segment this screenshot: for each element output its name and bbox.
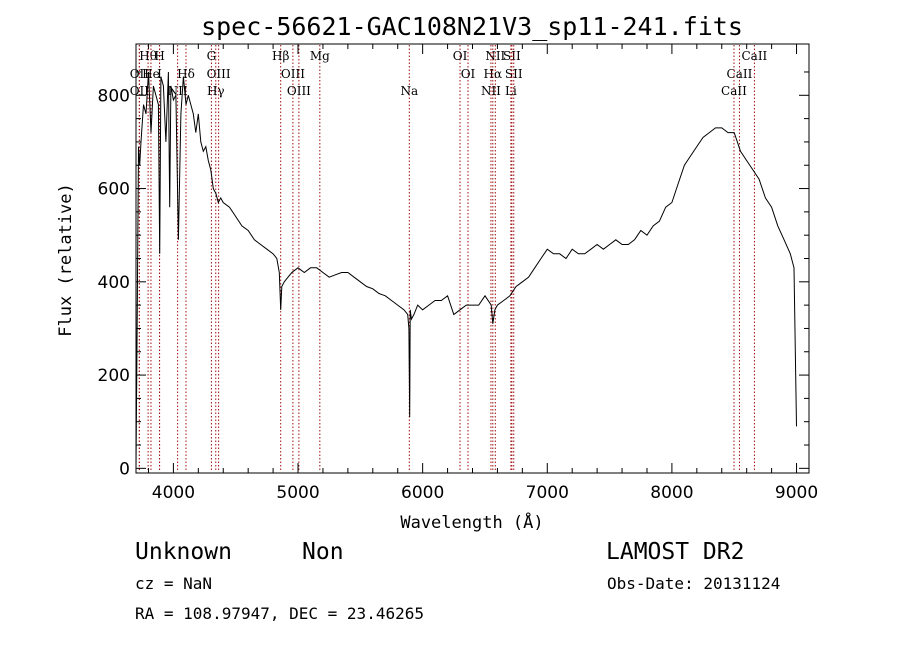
line-label-24: NII (481, 84, 501, 98)
line-label-6: NII (485, 49, 505, 63)
coordinates: RA = 108.97947, DEC = 23.46265 (135, 604, 424, 623)
line-label-12: Hδ (177, 67, 195, 81)
y-tick-label-2: 400 (98, 273, 130, 293)
line-label-0: Hθ (139, 49, 157, 63)
line-label-15: OI (461, 67, 476, 81)
line-label-14: OIII (281, 67, 305, 81)
line-label-25: Li (505, 84, 517, 98)
x-axis-label: Wavelength (Å) (400, 511, 543, 533)
line-label-22: OIII (287, 84, 311, 98)
y-axis-ticks: 0 200 400 600 800 (98, 71, 809, 479)
x-tick-label-1: 5000 (276, 483, 319, 503)
line-label-7: SII (503, 49, 521, 63)
plot-frame (135, 43, 810, 474)
line-label-8: CaII (741, 49, 767, 63)
y-axis-label: Flux (relative) (56, 183, 76, 337)
survey-name: LAMOST DR2 (606, 539, 744, 565)
x-axis-ticks: 4000 5000 6000 7000 8000 9000 (147, 44, 818, 503)
observation-date: Obs-Date: 20131124 (607, 574, 780, 593)
x-tick-label-4: 8000 (650, 483, 693, 503)
line-label-4: Mg (310, 49, 330, 63)
line-label-13: OIII (207, 67, 231, 81)
line-label-19: OII (130, 84, 150, 98)
object-class: Unknown (135, 539, 232, 565)
line-label-18: CaII (727, 67, 753, 81)
line-label-3: Hβ (272, 49, 289, 63)
line-label-17: SII (505, 67, 523, 81)
line-label-26: CaII (721, 84, 747, 98)
y-tick-label-3: 600 (98, 180, 130, 200)
y-tick-label-1: 200 (98, 366, 130, 386)
redshift-cz: cz = NaN (135, 574, 212, 593)
line-label-11: I (157, 67, 162, 81)
x-tick-label-5: 9000 (775, 483, 818, 503)
line-label-2: G (207, 49, 217, 63)
line-label-23: Na (400, 84, 418, 98)
y-tick-label-0: 0 (119, 459, 130, 479)
line-label-16: Hα (484, 67, 503, 81)
object-subclass: Non (302, 539, 344, 565)
line-label-10: He (142, 67, 160, 81)
chart-title: spec-56621-GAC108N21V3_sp11-241.fits (201, 12, 743, 41)
y-tick-label-4: 800 (98, 86, 130, 106)
x-tick-label-0: 4000 (152, 483, 195, 503)
line-label-21: Hγ (207, 84, 225, 98)
line-label-5: OI (453, 49, 468, 63)
x-tick-label-2: 6000 (401, 483, 444, 503)
x-tick-label-3: 7000 (526, 483, 569, 503)
flux-series-line (135, 71, 797, 469)
